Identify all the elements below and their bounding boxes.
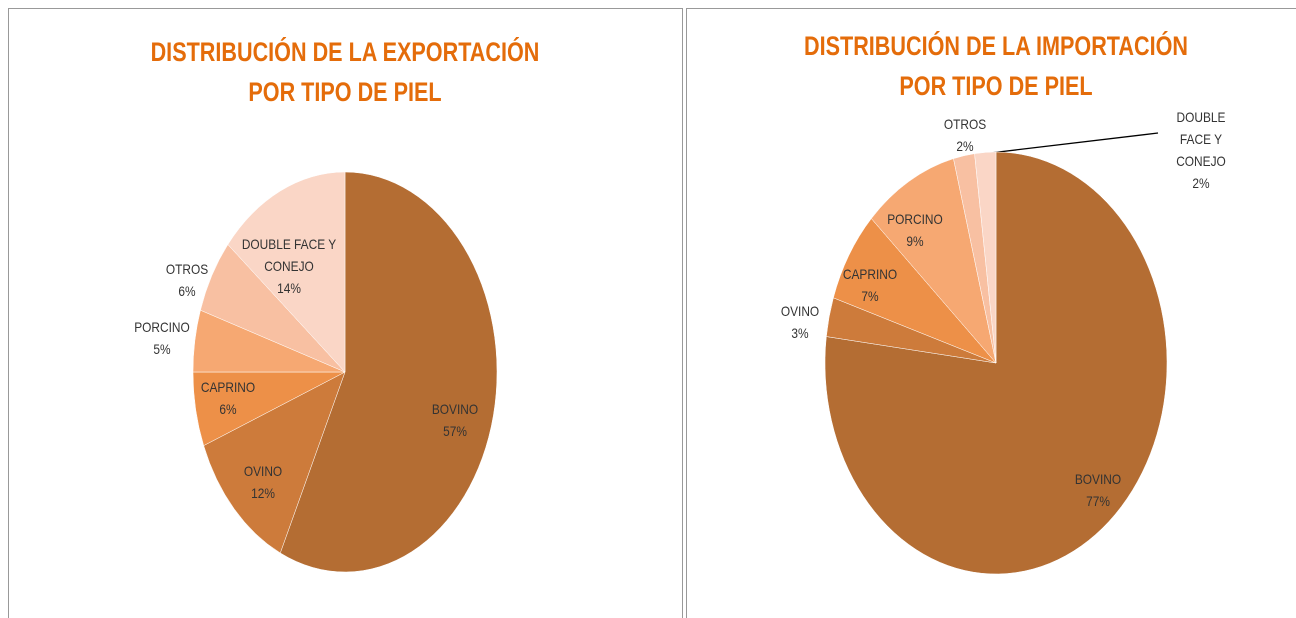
category-label: PORCINO [887, 211, 943, 227]
slice-label: PORCINO 5% [134, 316, 190, 360]
category-label: BOVINO [1074, 471, 1122, 487]
value-label: 77% [1086, 493, 1110, 509]
category-label: OVINO [243, 463, 283, 479]
category-label: CAPRINO [200, 379, 256, 395]
slice-label: CAPRINO 7% [843, 263, 897, 307]
category-label: OVINO [780, 303, 820, 319]
panel-border [8, 8, 683, 618]
value-label: 2% [956, 138, 974, 154]
slice-label: BOVINO 57% [432, 398, 478, 442]
chart-title: DISTRIBUCIÓN DE LA IMPORTACIÓN POR TIPO … [804, 31, 1188, 101]
pie-slice [203, 371, 346, 554]
category-label: PORCINO [134, 319, 190, 335]
value-label: 57% [443, 423, 467, 439]
slice-label: PORCINO 9% [887, 208, 943, 252]
value-label: 6% [219, 401, 237, 417]
category-label: DOUBLE FACE Y CONEJO [1176, 109, 1226, 169]
slice-label: OTROS 6% [166, 258, 208, 302]
slice-label: OTROS 2% [944, 113, 986, 157]
value-label: 7% [861, 288, 879, 304]
value-label: 9% [906, 233, 924, 249]
value-label: 12% [251, 485, 275, 501]
chart-title: DISTRIBUCIÓN DE LA EXPORTACIÓN POR TIPO … [150, 37, 540, 107]
slice-label: DOUBLE FACE Y CONEJO 2% [1161, 106, 1242, 194]
category-label: OTROS [165, 261, 209, 277]
pie-slice [824, 151, 1168, 575]
panel-border [686, 8, 1296, 618]
leader-line [989, 132, 1159, 154]
pie-slice [871, 158, 997, 364]
value-label: 6% [178, 283, 196, 299]
pie-slice [279, 171, 498, 573]
pie-slice [974, 151, 997, 364]
slice-label: DOUBLE FACE Y CONEJO 14% [242, 233, 336, 299]
slice-label: CAPRINO 6% [201, 376, 255, 420]
value-label: 14% [277, 280, 301, 296]
category-label: OTROS [943, 116, 987, 132]
value-label: 5% [153, 341, 171, 357]
category-label: CAPRINO [842, 266, 898, 282]
slice-label: OVINO 12% [244, 460, 282, 504]
value-label: 2% [1192, 175, 1210, 191]
category-label: BOVINO [431, 401, 479, 417]
slice-label: BOVINO 77% [1075, 468, 1121, 512]
value-label: 3% [791, 325, 809, 341]
pie-slice [227, 171, 346, 373]
slice-label: OVINO 3% [781, 300, 819, 344]
category-label: DOUBLE FACE Y CONEJO [241, 236, 337, 274]
